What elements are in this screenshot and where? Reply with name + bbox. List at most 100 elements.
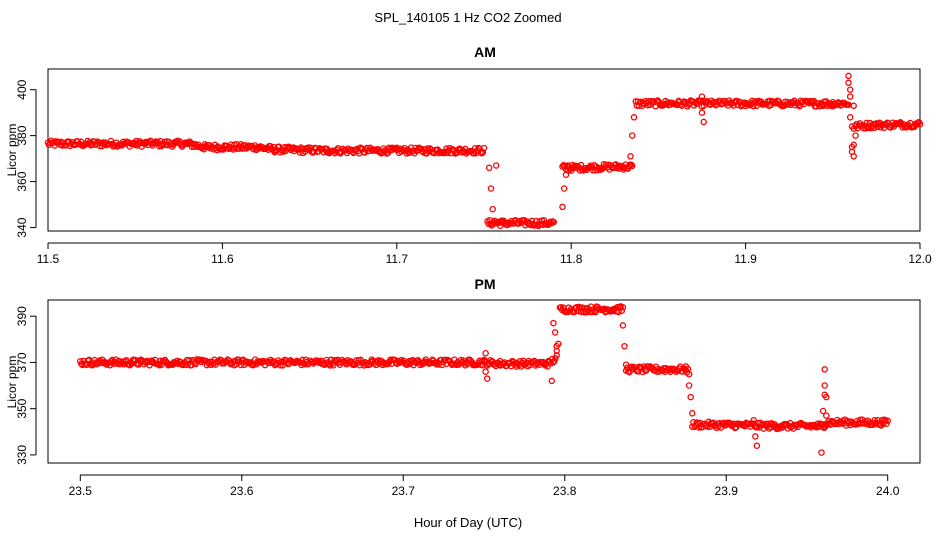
x-axis-label: Hour of Day (UTC) bbox=[414, 515, 522, 530]
am-spike-point bbox=[489, 205, 496, 213]
am-x-tick-label: 11.8 bbox=[560, 252, 583, 266]
am-data-point bbox=[479, 148, 487, 156]
am-spike-point bbox=[846, 86, 854, 93]
am-y-tick-label: 340 bbox=[15, 217, 29, 237]
pm-spike-point bbox=[821, 366, 828, 373]
am-plot-frame bbox=[47, 68, 921, 232]
am-spike-point bbox=[850, 125, 857, 132]
pm-spike-point bbox=[752, 433, 759, 440]
am-spike-point bbox=[559, 203, 566, 211]
am-spike-point bbox=[698, 109, 706, 116]
pm-spike-point bbox=[750, 416, 757, 424]
am-data-point bbox=[627, 161, 635, 168]
pm-data-point bbox=[883, 420, 890, 427]
am-spike-point bbox=[492, 162, 500, 169]
am-spike-point bbox=[845, 72, 852, 80]
am-spike-point bbox=[627, 153, 634, 160]
am-y-tick-label: 380 bbox=[15, 125, 29, 145]
am-spike-point bbox=[850, 153, 857, 160]
pm-y-axis: 330 350 370 390 bbox=[15, 306, 37, 465]
pm-spike-point bbox=[819, 407, 827, 415]
am-y-axis: 340 360 380 400 bbox=[15, 79, 37, 238]
am-data-point bbox=[211, 141, 219, 149]
pm-data-point bbox=[618, 307, 626, 315]
pm-x-tick-label: 23.9 bbox=[715, 484, 739, 498]
pm-data-point bbox=[619, 304, 627, 311]
am-spike-point bbox=[485, 164, 493, 172]
pm-panel-title: PM bbox=[475, 276, 496, 292]
am-panel: AM 11.5 11.6 11.7 11.8 11.9 12.0 340 360 380 400… bbox=[5, 44, 932, 266]
am-x-axis: 11.5 11.6 11.7 11.8 11.9 12.0 bbox=[37, 242, 932, 266]
am-y-tick-label: 400 bbox=[15, 79, 29, 99]
pm-data-point bbox=[277, 362, 284, 369]
am-x-tick-label: 11.9 bbox=[734, 252, 757, 266]
pm-x-tick-label: 23.7 bbox=[392, 484, 416, 498]
pm-data-point bbox=[746, 420, 753, 427]
pm-y-tick-label: 330 bbox=[15, 445, 29, 465]
pm-x-tick-label: 23.5 bbox=[69, 484, 93, 498]
am-spike-point bbox=[698, 93, 706, 100]
am-data-point bbox=[283, 143, 290, 151]
am-data-point bbox=[107, 137, 115, 145]
pm-spike-point bbox=[823, 393, 830, 401]
pm-spike-point bbox=[818, 449, 825, 456]
pm-spike-point bbox=[823, 412, 830, 419]
pm-data-point bbox=[553, 352, 560, 359]
am-spike-point bbox=[491, 217, 498, 224]
am-data-point bbox=[542, 221, 550, 228]
pm-plot-frame bbox=[47, 299, 921, 464]
pm-data-point bbox=[448, 361, 456, 369]
am-data-point bbox=[831, 100, 839, 107]
am-spike-point bbox=[845, 79, 852, 87]
pm-spike-point bbox=[753, 442, 761, 449]
am-data-point bbox=[916, 120, 924, 128]
pm-spike-point bbox=[821, 382, 828, 389]
pm-panel: PM 23.5 23.6 23.7 23.8 23.9 24.0 330 350 370 390… bbox=[5, 276, 921, 498]
pm-y-tick-label: 390 bbox=[15, 306, 29, 326]
am-y-tick-label: 360 bbox=[15, 171, 29, 191]
pm-spike-point bbox=[619, 322, 627, 329]
am-spike-point bbox=[630, 114, 638, 121]
pm-spike-point bbox=[555, 340, 562, 348]
pm-data-point bbox=[693, 419, 700, 426]
pm-data-point bbox=[106, 361, 114, 369]
pm-spike-point bbox=[550, 319, 557, 327]
am-spike-point bbox=[846, 114, 854, 121]
am-data-point bbox=[478, 149, 486, 157]
am-x-tick-label: 11.7 bbox=[386, 252, 409, 266]
am-panel-title: AM bbox=[474, 44, 496, 60]
pm-x-tick-label: 23.8 bbox=[553, 484, 577, 498]
pm-data-point bbox=[97, 359, 105, 367]
pm-data-point bbox=[582, 305, 589, 312]
pm-data-point bbox=[551, 358, 558, 365]
pm-x-tick-label: 23.6 bbox=[230, 484, 254, 498]
pm-spike-point bbox=[482, 368, 489, 375]
pm-spike-point bbox=[548, 377, 556, 385]
am-spike-point bbox=[564, 162, 571, 169]
am-spike-point bbox=[487, 185, 495, 192]
pm-spike-point bbox=[551, 329, 559, 336]
pm-data-point bbox=[387, 356, 394, 364]
pm-data-point bbox=[884, 417, 891, 424]
am-data-point bbox=[547, 218, 554, 225]
am-data-point bbox=[543, 220, 551, 227]
am-y-axis-label: Licor ppm bbox=[5, 124, 19, 177]
pm-x-tick-label: 24.0 bbox=[876, 484, 900, 498]
pm-spike-point bbox=[621, 342, 628, 350]
pm-spike-point bbox=[689, 410, 696, 417]
pm-y-tick-label: 370 bbox=[15, 352, 29, 372]
am-spike-point bbox=[850, 141, 857, 149]
pm-data-point bbox=[685, 370, 693, 378]
am-spike-point bbox=[560, 185, 568, 192]
am-spike-point bbox=[700, 118, 707, 126]
am-spike-point bbox=[562, 171, 570, 178]
am-x-tick-label: 12.0 bbox=[908, 252, 932, 266]
pm-spike-point bbox=[685, 382, 693, 389]
pm-y-tick-label: 350 bbox=[15, 398, 29, 418]
pm-data-point bbox=[857, 416, 864, 424]
pm-y-axis-label: Licor ppm bbox=[5, 356, 19, 409]
am-spike-point bbox=[850, 102, 857, 110]
pm-data-point bbox=[129, 356, 137, 364]
